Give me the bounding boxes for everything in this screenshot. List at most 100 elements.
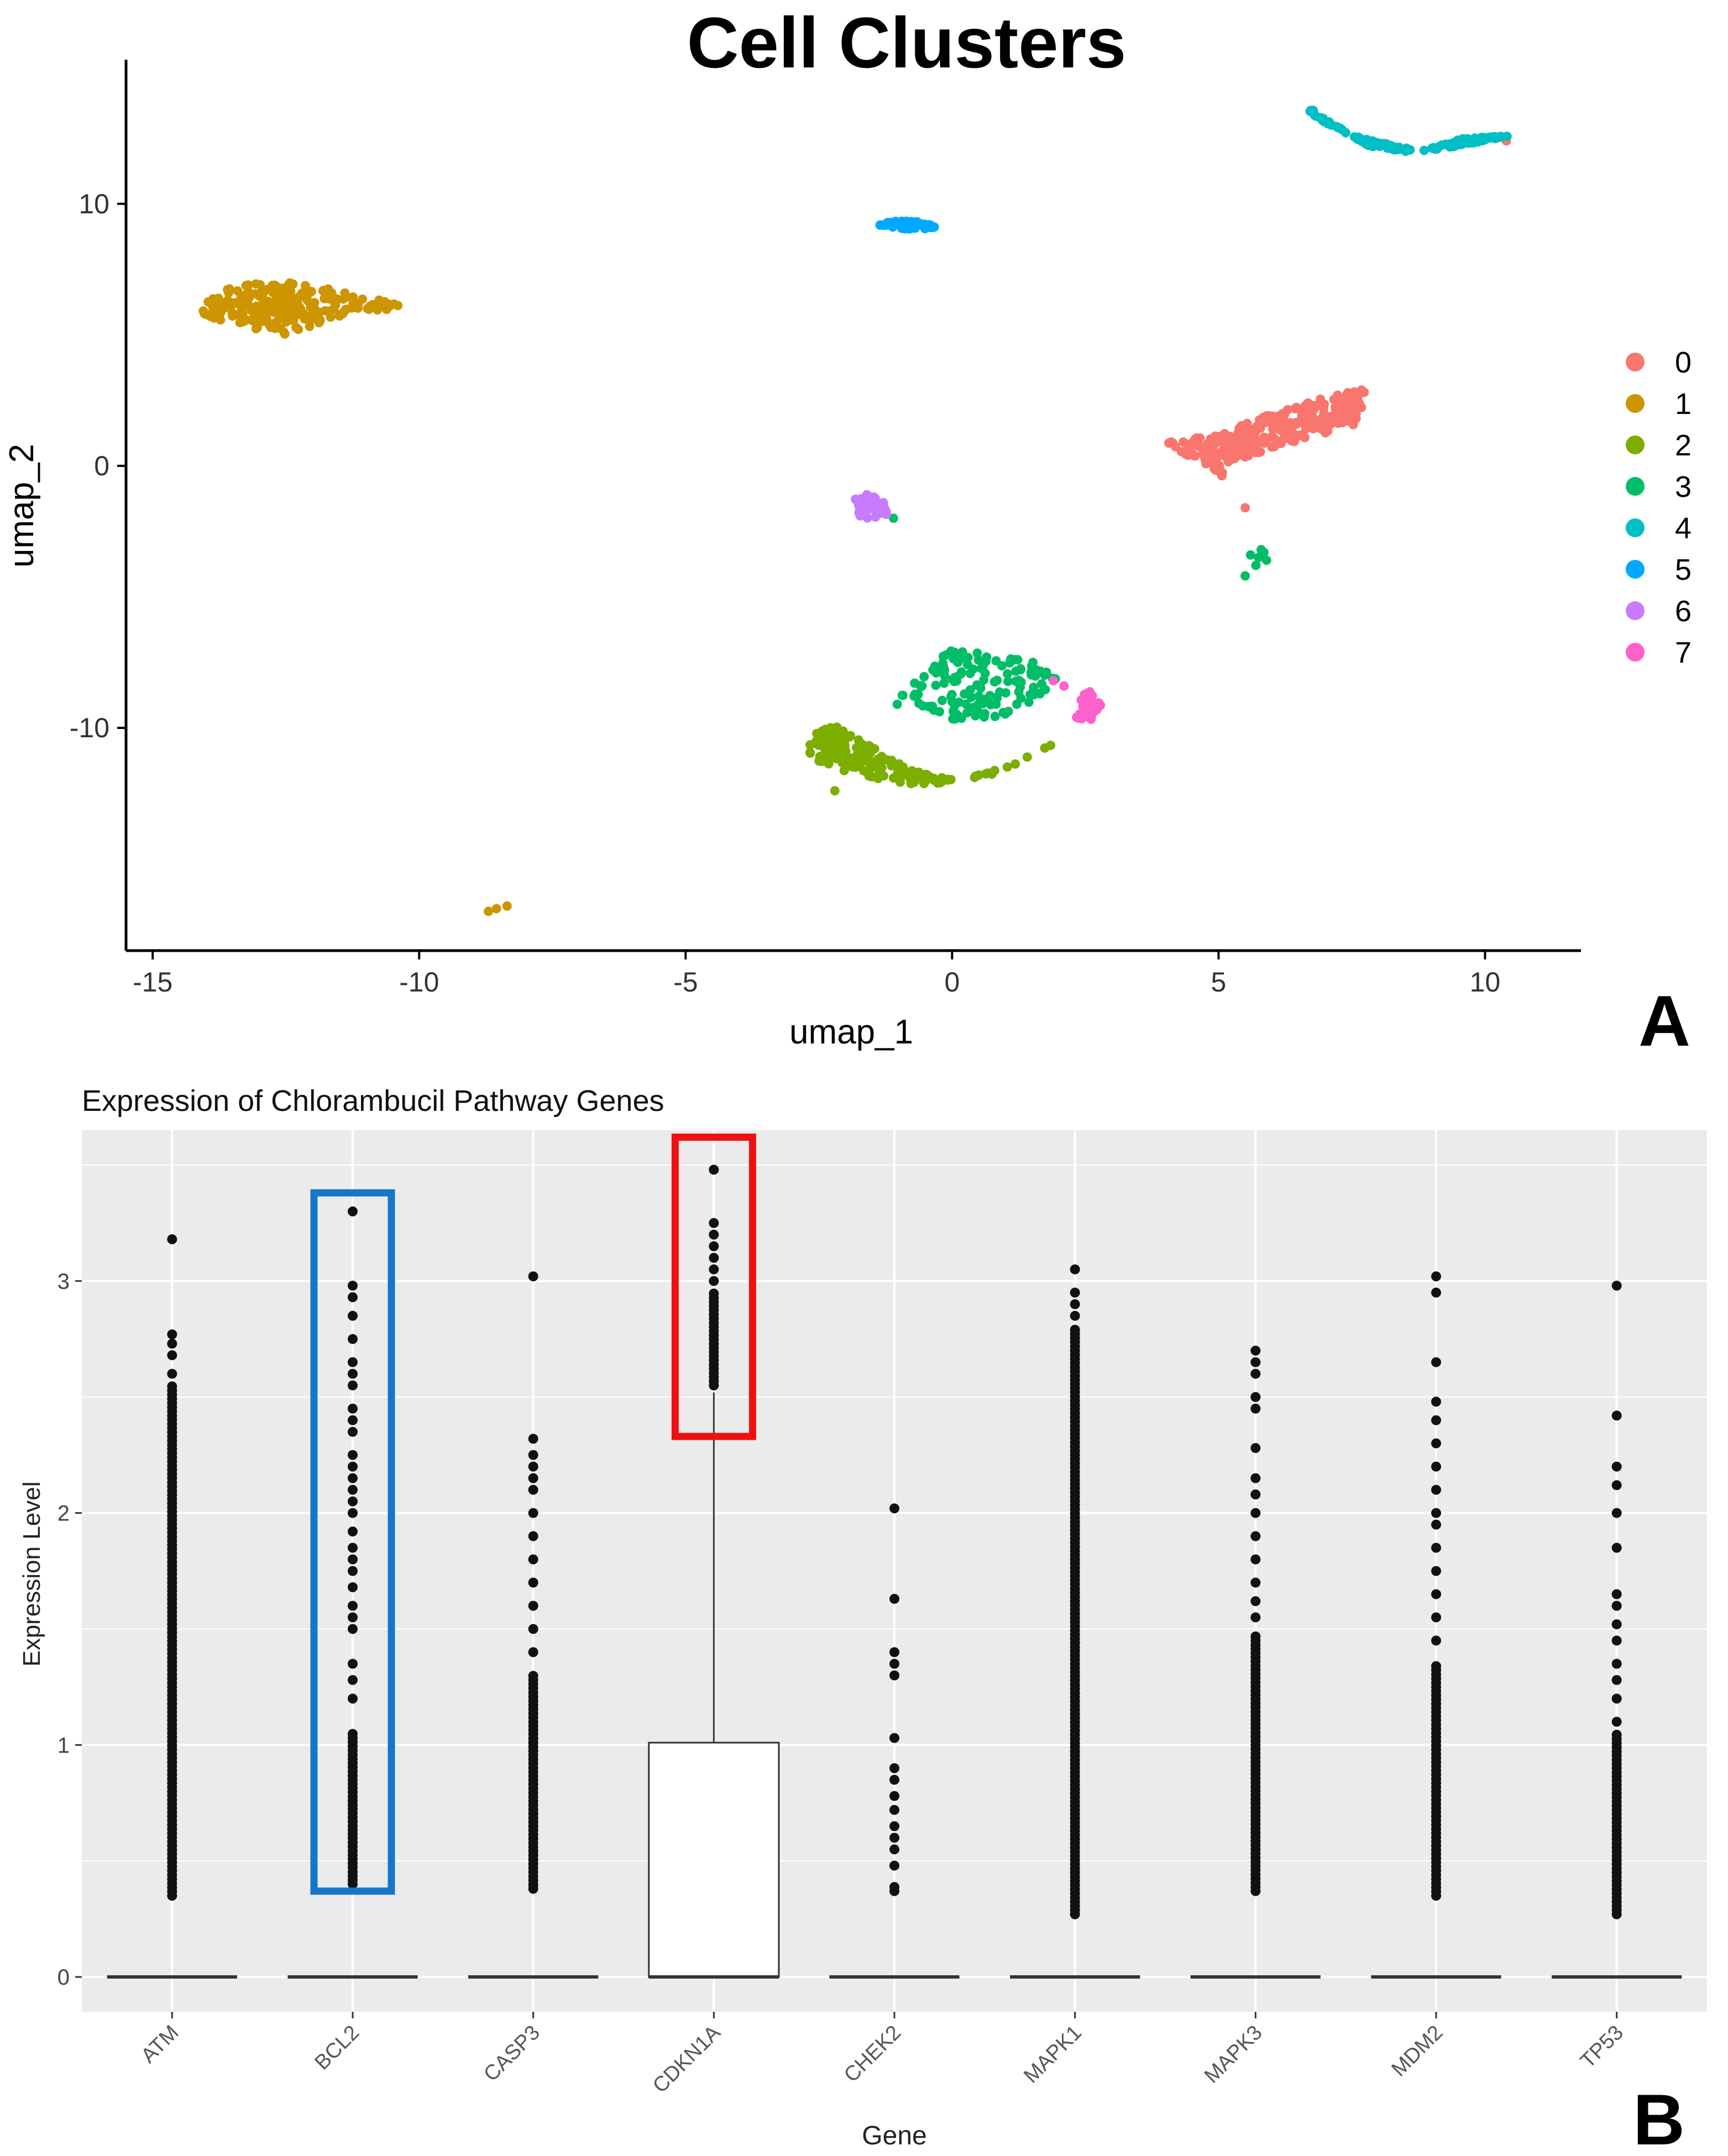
legend-label-2: 2 — [1675, 429, 1692, 462]
legend-swatch-3 — [1626, 477, 1645, 496]
cluster-3-point — [999, 708, 1009, 718]
outlier-point — [528, 1434, 538, 1444]
cluster-1-point — [491, 904, 501, 914]
cluster-1-point — [214, 301, 224, 311]
cluster-0-point — [1357, 402, 1366, 412]
outlier-point — [709, 1252, 719, 1263]
boxplot-y-tick-label: 0 — [57, 1965, 70, 1990]
cluster-1-point — [252, 316, 261, 326]
cluster-1-point — [203, 297, 213, 307]
chart-title-cell-clusters: Cell Clusters — [687, 2, 1127, 83]
chart-title-expression: Expression of Chlorambucil Pathway Genes — [82, 1084, 664, 1118]
cluster-0-point — [1277, 408, 1287, 418]
cluster-0-point — [1200, 454, 1210, 464]
cluster-1-point — [268, 280, 277, 290]
cluster-3-point — [1028, 658, 1038, 668]
outlier-point — [528, 1554, 538, 1565]
outlier-point — [348, 1543, 358, 1553]
cluster-1-point — [321, 306, 331, 316]
outlier-point — [348, 1426, 358, 1437]
cluster-4-point — [1340, 128, 1350, 138]
outlier-point — [348, 1624, 358, 1634]
legend-label-1: 1 — [1675, 387, 1692, 421]
cluster-2-point — [832, 722, 842, 732]
cluster-3-point — [931, 668, 941, 678]
boxplot-y-tick-label: 3 — [57, 1270, 70, 1294]
cluster-4-point — [1333, 123, 1343, 133]
outlier-point — [1611, 1619, 1622, 1629]
cluster-1-point — [323, 284, 333, 294]
cluster-3-point — [962, 659, 972, 669]
outlier-point — [889, 1791, 899, 1801]
cluster-6-point — [862, 513, 872, 523]
outlier-point — [348, 1292, 358, 1303]
outlier-point — [167, 1339, 177, 1349]
outlier-point — [348, 1496, 358, 1507]
cluster-5-points — [875, 216, 939, 234]
outlier-point — [1070, 1310, 1080, 1321]
cluster-3-point — [1011, 667, 1021, 676]
cluster-2-points — [805, 722, 1056, 796]
cluster-3-point — [947, 690, 957, 700]
cluster-4-point — [1306, 106, 1316, 116]
outlier-point — [348, 1380, 358, 1391]
cluster-0-point — [1269, 433, 1279, 443]
outlier-point — [528, 1473, 538, 1483]
outlier-point — [1070, 1264, 1080, 1274]
cluster-1-point — [251, 324, 261, 334]
boxplot-y-ticks: 0 1 2 3 — [57, 1270, 82, 1990]
cluster-3-point — [979, 712, 989, 722]
outlier-point — [348, 1357, 358, 1367]
cluster-1-point — [329, 304, 339, 314]
cluster-3-point — [1024, 697, 1034, 707]
cluster-6-point — [855, 511, 865, 521]
cluster-3-point — [1240, 571, 1250, 581]
outlier-point — [348, 1310, 358, 1321]
cluster-4-point — [1437, 140, 1447, 150]
umap-y-axis-label: umap_2 — [3, 444, 41, 568]
cluster-6-points — [851, 490, 892, 523]
cluster-3-point — [991, 656, 1001, 666]
outlier-point — [528, 1271, 538, 1282]
cluster-4-point — [1318, 113, 1328, 123]
outlier-point — [1431, 1508, 1441, 1518]
cluster-1-point — [338, 309, 348, 319]
cluster-0-point — [1318, 401, 1328, 411]
outlier-point — [1250, 1596, 1261, 1607]
umap-x-tick-label: -5 — [673, 967, 698, 998]
cluster-1-point — [206, 312, 216, 321]
cluster-1-point — [276, 323, 286, 333]
cluster-4-point — [1365, 138, 1375, 148]
cluster-5-point — [906, 217, 916, 227]
cluster-3-point — [956, 714, 966, 723]
cluster-0-point — [1331, 402, 1340, 412]
cluster-1-point — [313, 314, 323, 324]
cluster-1-point — [393, 301, 403, 311]
umap-x-tick-label: 10 — [1470, 967, 1501, 998]
cluster-1-point — [243, 280, 253, 290]
outlier-point — [1611, 1480, 1622, 1491]
outlier-point — [889, 1763, 899, 1774]
outlier-point — [528, 1624, 538, 1634]
cluster-1-point — [290, 311, 300, 321]
outlier-point — [167, 1329, 177, 1340]
umap-x-tick-label: -10 — [399, 967, 439, 998]
cluster-7-point — [1094, 698, 1103, 708]
cluster-1-point — [238, 308, 248, 318]
cluster-1-point — [300, 314, 310, 324]
outlier-point — [889, 1804, 899, 1815]
cluster-0-points — [1164, 136, 1511, 513]
cluster-0-point — [1270, 423, 1280, 433]
outliers-chek2 — [889, 1503, 899, 1896]
outlier-point — [1611, 1461, 1622, 1472]
outlier-point — [1431, 1519, 1441, 1530]
outlier-point — [1611, 1717, 1622, 1727]
cluster-3-point — [1259, 547, 1269, 557]
cluster-6-point — [868, 504, 878, 514]
cluster-2-point — [817, 726, 827, 736]
cluster-0-point — [1195, 433, 1205, 443]
cluster-0-point — [1285, 418, 1295, 428]
outlier-point — [348, 1526, 358, 1537]
